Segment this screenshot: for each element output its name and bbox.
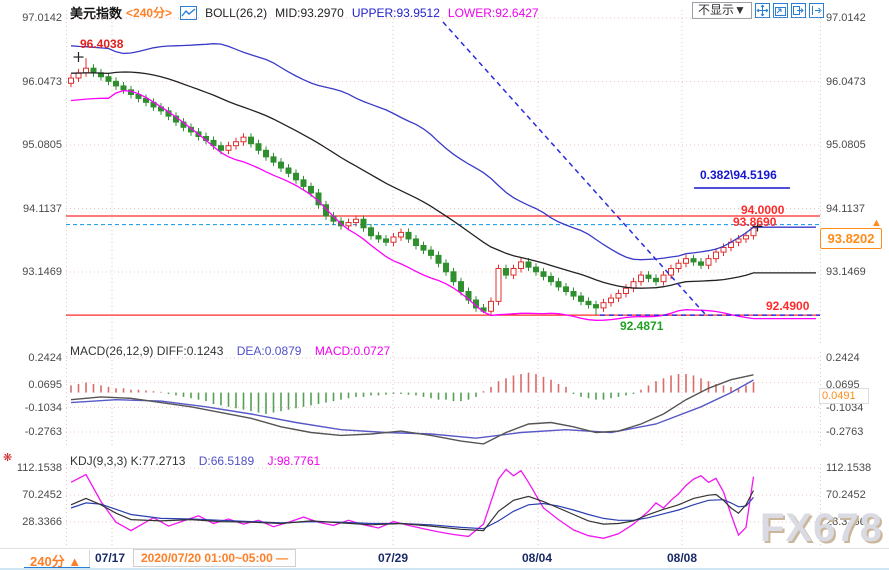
- fib-level-label: 0.382\94.5196: [700, 168, 777, 182]
- axis-label: 0.0695: [28, 379, 62, 391]
- chart-header: 美元指数 <240分> BOLL(26,2) MID:93.2970 UPPER:…: [70, 3, 539, 22]
- axis-label: -0.1034: [24, 402, 62, 414]
- axis-label: 97.0142: [826, 12, 866, 24]
- watermark: FX678: [760, 506, 883, 550]
- boll-params-label: BOLL(26,2): [205, 5, 268, 20]
- period-label: <240分>: [126, 6, 173, 20]
- kdj-d-label: D:66.5189: [198, 454, 255, 468]
- macd-dea-label: DEA:0.0879: [236, 344, 302, 358]
- boll-upper-label: UPPER:93.9512: [351, 5, 440, 20]
- kdj-header: KDJ(9,3,3) K:77.2713 D:66.5189 J:98.7761: [70, 454, 320, 468]
- axis-label: 70.2452: [826, 489, 866, 501]
- period-tab[interactable]: 240分 ▲: [30, 554, 82, 569]
- axis-label: 28.3366: [22, 516, 62, 528]
- macd-value-label: MACD:0.0727: [314, 344, 391, 358]
- axis-label: 28.3366: [826, 516, 866, 528]
- kdj-j-label: J:98.7761: [267, 454, 321, 468]
- axis-label: 95.0805: [22, 139, 62, 151]
- chart-toolbar: 不显示▼: [692, 2, 824, 19]
- date-tick: 08/04: [522, 551, 553, 565]
- bar-time-range: 2020/07/20 01:00~05:00 —: [133, 549, 297, 567]
- axis-label: 94.1137: [826, 203, 865, 215]
- boll-mid-label: MID:93.2970: [275, 5, 344, 20]
- zoom-area-icon[interactable]: [772, 3, 788, 18]
- main-chart-canvas[interactable]: [66, 10, 822, 343]
- axis-label: 93.1469: [22, 266, 62, 278]
- axis-label: 112.1538: [16, 462, 62, 474]
- axis-label: -0.2763: [826, 426, 864, 438]
- axis-label: -0.1034: [826, 402, 864, 414]
- mid-line-label: 93.8690: [733, 215, 777, 229]
- boll-lower-label: LOWER:92.6427: [447, 5, 539, 20]
- swing-high-label: 96.4038: [80, 37, 124, 51]
- divider: [89, 550, 90, 567]
- resistance-label: 94.0000: [741, 203, 785, 217]
- date-tick: 08/08: [667, 551, 698, 565]
- axis-label: 0.2424: [826, 352, 860, 364]
- axis-label: 95.0805: [826, 139, 866, 151]
- chart-type-icon[interactable]: [180, 5, 198, 20]
- axis-label: 112.1538: [826, 462, 872, 474]
- support-label: 92.4900: [766, 299, 810, 313]
- swing-low-label: 92.4871: [620, 319, 664, 333]
- indicator-settings-icon[interactable]: ❋: [3, 452, 13, 464]
- symbol-name: 美元指数: [70, 6, 123, 21]
- axis-label: 96.0473: [22, 76, 62, 88]
- macd-chart-canvas[interactable]: [66, 352, 822, 448]
- kdj-k-label: KDJ(9,3,3) K:77.2713: [70, 454, 186, 468]
- axis-label: -0.2763: [24, 426, 62, 438]
- axis-label: 96.0473: [826, 76, 866, 88]
- current-price-box: 93.8202: [820, 228, 882, 249]
- axis-label: 97.0142: [22, 12, 62, 24]
- macd-header: MACD(26,12,9) DIFF:0.1243 DEA:0.0879 MAC…: [70, 344, 390, 358]
- axis-label: 0.2424: [28, 352, 62, 364]
- display-mode-dropdown[interactable]: 不显示▼: [692, 2, 752, 19]
- price-up-arrow-icon: ▲: [871, 217, 882, 229]
- date-tick: 07/29: [378, 551, 409, 565]
- date-tick: 07/17: [95, 551, 126, 565]
- kdj-chart-canvas[interactable]: [66, 464, 822, 546]
- bottom-divider: [0, 568, 889, 570]
- macd-current-value-box: 0.0491: [819, 388, 869, 404]
- axis-label: 70.2452: [22, 489, 62, 501]
- axis-label: 93.1469: [826, 266, 866, 278]
- axis-label: 94.1137: [23, 203, 62, 215]
- time-axis-bar: 240分 ▲ 07/17 2020/07/20 01:00~05:00 — 07…: [0, 548, 889, 569]
- macd-diff-label: MACD(26,12,9) DIFF:0.1243: [70, 344, 224, 358]
